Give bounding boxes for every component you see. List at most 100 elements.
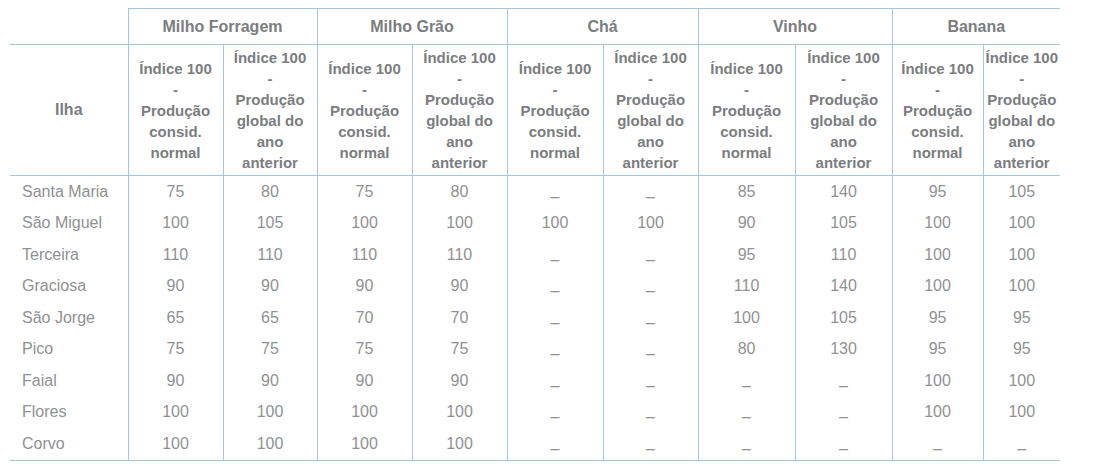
table-row: Corvo100100100100–––––– xyxy=(10,428,1060,460)
cell-value: 95 xyxy=(1013,309,1031,326)
cell-value: 100 xyxy=(446,214,473,231)
cell-value: 90 xyxy=(261,277,279,294)
value-cell-na: – xyxy=(603,239,698,271)
table-header: Milho ForragemMilho GrãoCháVinhoBananaIl… xyxy=(10,9,1060,176)
value-cell: 90 xyxy=(223,271,317,303)
cell-value: 110 xyxy=(831,246,857,263)
subheader-text: Índice 100 - Produção consid. normal xyxy=(901,58,975,163)
island-name: Terceira xyxy=(10,239,128,271)
cell-value: – xyxy=(646,408,655,426)
value-cell: 90 xyxy=(317,271,412,303)
cell-value: 110 xyxy=(257,246,283,263)
value-cell: 90 xyxy=(412,271,507,303)
table-row: Graciosa90909090––110140100100 xyxy=(10,271,1060,303)
value-cell: 100 xyxy=(698,302,795,334)
cell-value: – xyxy=(551,408,560,426)
table-body: Santa Maria75807580––8514095105São Migue… xyxy=(10,176,1060,461)
value-cell-na: – xyxy=(698,397,795,429)
value-cell: 105 xyxy=(795,302,892,334)
cell-value: 90 xyxy=(261,372,279,389)
cell-value: – xyxy=(742,440,751,458)
cell-value: 105 xyxy=(830,309,857,326)
cell-value: 75 xyxy=(167,340,185,357)
value-cell: 110 xyxy=(317,239,412,271)
subheader-text: Índice 100 - Produção global do ano ante… xyxy=(233,47,307,173)
cell-value: 65 xyxy=(261,309,279,326)
cell-value: 100 xyxy=(446,403,473,420)
cell-value: – xyxy=(551,377,560,395)
cell-value: 100 xyxy=(351,435,378,452)
value-cell: 90 xyxy=(698,208,795,240)
group-header: Milho Grão xyxy=(317,9,507,45)
cell-value: 130 xyxy=(830,340,857,357)
cell-value: – xyxy=(646,440,655,458)
subheader-previous-year: Índice 100 - Produção global do ano ante… xyxy=(223,45,317,176)
value-cell: 90 xyxy=(412,365,507,397)
cell-value: – xyxy=(742,408,751,426)
value-cell: 100 xyxy=(412,397,507,429)
cell-value: 95 xyxy=(929,340,947,357)
cell-value: 75 xyxy=(356,183,374,200)
cell-value: 100 xyxy=(924,372,951,389)
cell-value: 80 xyxy=(738,340,756,357)
value-cell: 75 xyxy=(128,176,223,208)
cell-value: 100 xyxy=(162,403,189,420)
cell-value: 90 xyxy=(451,277,469,294)
cell-value: 95 xyxy=(1013,340,1031,357)
subheader-normal: Índice 100 - Produção consid. normal xyxy=(507,45,603,176)
value-cell: 65 xyxy=(128,302,223,334)
cell-value: 110 xyxy=(734,277,760,294)
value-cell: 100 xyxy=(128,208,223,240)
cell-value: 75 xyxy=(356,340,374,357)
cell-value: – xyxy=(933,440,942,458)
value-cell: 95 xyxy=(698,239,795,271)
value-cell: 100 xyxy=(317,428,412,460)
value-cell: 100 xyxy=(317,397,412,429)
cell-value: 100 xyxy=(351,403,378,420)
cell-value: – xyxy=(839,408,848,426)
cell-value: 70 xyxy=(451,309,469,326)
table-row: São Miguel10010510010010010090105100100 xyxy=(10,208,1060,240)
value-cell: 105 xyxy=(795,208,892,240)
value-cell-na: – xyxy=(507,271,603,303)
group-header: Milho Forragem xyxy=(128,9,317,45)
value-cell: 140 xyxy=(795,176,892,208)
table-row: Pico75757575––801309595 xyxy=(10,334,1060,366)
group-header: Banana xyxy=(892,9,1060,45)
subheader-text: Índice 100 - Produção consid. normal xyxy=(139,58,213,163)
cell-value: 100 xyxy=(924,246,951,263)
value-cell-na: – xyxy=(795,397,892,429)
value-cell: 100 xyxy=(317,208,412,240)
cell-value: – xyxy=(742,377,751,395)
value-cell: 90 xyxy=(128,365,223,397)
subheader-text: Índice 100 - Produção global do ano ante… xyxy=(807,47,881,173)
value-cell: 130 xyxy=(795,334,892,366)
value-cell: 140 xyxy=(795,271,892,303)
subheader-normal: Índice 100 - Produção consid. normal xyxy=(892,45,983,176)
value-cell: 95 xyxy=(892,334,983,366)
value-cell: 65 xyxy=(223,302,317,334)
subheader-previous-year: Índice 100 - Produção global do ano ante… xyxy=(412,45,507,176)
cell-value: 100 xyxy=(924,214,951,231)
value-cell: 80 xyxy=(412,176,507,208)
cell-value: – xyxy=(551,345,560,363)
cell-value: – xyxy=(551,188,560,206)
subheader-text: Índice 100 - Produção consid. normal xyxy=(518,58,592,163)
value-cell-na: – xyxy=(603,271,698,303)
value-cell: 110 xyxy=(795,239,892,271)
value-cell: 70 xyxy=(317,302,412,334)
value-cell-na: – xyxy=(507,334,603,366)
value-cell: 105 xyxy=(223,208,317,240)
cell-value: – xyxy=(646,314,655,332)
cell-value: 140 xyxy=(830,277,857,294)
value-cell-na: – xyxy=(507,365,603,397)
cell-value: 90 xyxy=(167,277,185,294)
table-row: Faial90909090––––100100 xyxy=(10,365,1060,397)
cell-value: 70 xyxy=(356,309,374,326)
row-header-ilha: Ilha xyxy=(10,45,128,176)
cell-value: 100 xyxy=(351,214,378,231)
value-cell: 75 xyxy=(412,334,507,366)
subheader-normal: Índice 100 - Produção consid. normal xyxy=(317,45,412,176)
cell-value: – xyxy=(551,440,560,458)
value-cell-na: – xyxy=(507,176,603,208)
